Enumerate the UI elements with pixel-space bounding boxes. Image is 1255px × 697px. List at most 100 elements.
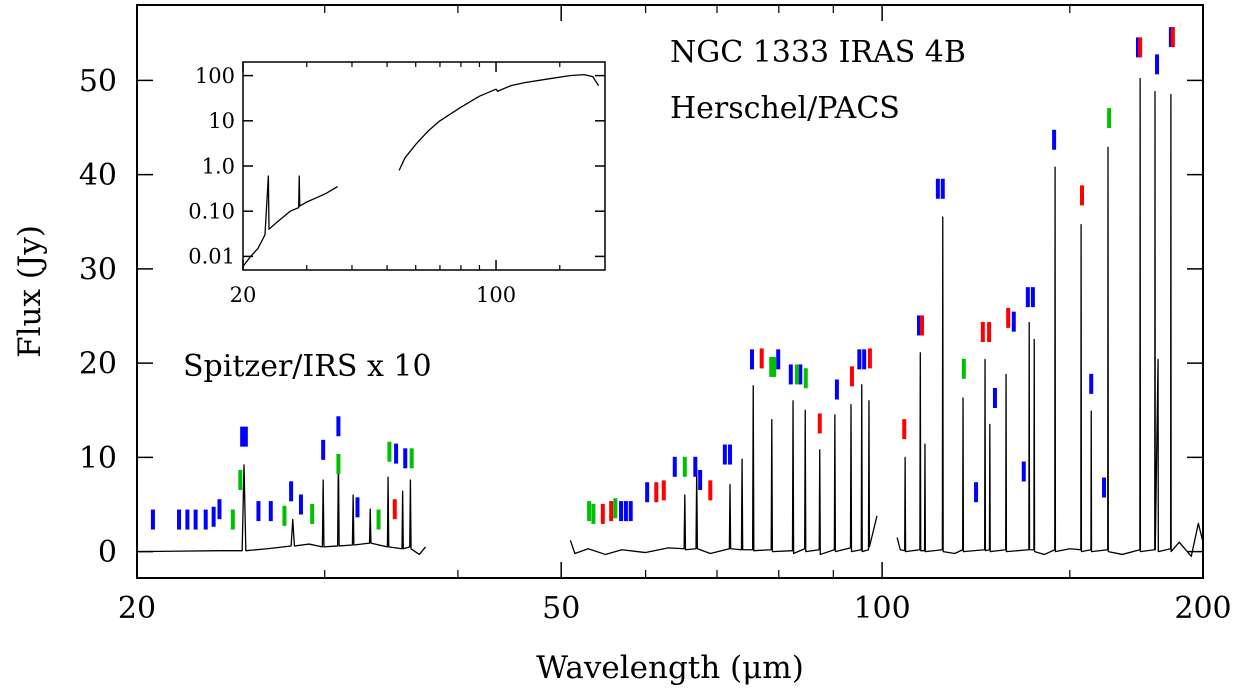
line-id-marker: [193, 509, 198, 530]
line-id-marker: [1079, 185, 1084, 206]
line-id-marker: [788, 364, 793, 385]
y-tick-label: 30: [79, 252, 117, 287]
line-id-marker: [769, 356, 774, 377]
line-id-marker: [1138, 37, 1143, 58]
line-id-marker: [759, 348, 764, 369]
line-id-marker: [310, 503, 315, 524]
line-id-marker: [177, 509, 182, 530]
line-id-marker: [150, 509, 155, 530]
line-id-marker: [243, 426, 248, 447]
y-tick-label: 50: [79, 64, 117, 99]
line-id-marker: [849, 366, 854, 387]
line-id-marker: [355, 497, 360, 518]
line-id-marker: [776, 349, 781, 370]
line-id-marker: [693, 456, 698, 477]
x-tick-label: 50: [542, 591, 580, 626]
line-id-marker: [298, 494, 303, 515]
line-id-marker: [698, 469, 703, 490]
line-id-marker: [394, 443, 399, 464]
line-id-marker: [217, 499, 222, 520]
line-id-marker: [203, 509, 208, 530]
line-id-marker: [587, 501, 592, 522]
line-id-marker: [974, 482, 979, 503]
x-tick-label: 100: [853, 591, 910, 626]
line-id-marker: [185, 509, 190, 530]
line-id-marker: [867, 348, 872, 369]
line-id-marker: [1107, 108, 1112, 129]
line-id-marker: [628, 501, 633, 522]
line-id-marker: [917, 315, 922, 336]
line-id-marker: [992, 387, 997, 408]
line-id-marker: [336, 416, 341, 437]
line-id-marker: [289, 481, 294, 502]
y-tick-label: 100: [195, 64, 235, 88]
x-axis-title: Wavelength (μm): [536, 650, 804, 686]
line-id-marker: [387, 441, 392, 462]
line-id-marker: [230, 509, 235, 530]
line-id-marker: [609, 501, 614, 522]
line-id-marker: [862, 349, 867, 370]
line-id-marker: [1135, 37, 1140, 58]
line-id-marker: [256, 501, 261, 522]
annotation: Spitzer/IRS x 10: [183, 349, 432, 384]
line-id-marker: [749, 349, 754, 370]
line-id-marker: [940, 178, 945, 199]
line-id-marker: [1025, 287, 1030, 308]
line-id-marker: [211, 506, 216, 527]
line-id-marker: [1102, 477, 1107, 498]
line-id-marker: [803, 368, 808, 389]
line-id-marker: [857, 349, 862, 370]
line-id-marker: [409, 448, 414, 469]
line-id-marker: [980, 322, 985, 343]
line-id-marker: [1052, 129, 1057, 150]
line-id-marker: [591, 503, 596, 524]
line-id-marker: [336, 453, 341, 474]
annotation: Herschel/PACS: [670, 91, 900, 126]
spectrum-line: [569, 384, 878, 556]
plot-frame: [242, 61, 606, 271]
spectrum-line: [896, 77, 1204, 557]
line-id-marker: [682, 456, 687, 477]
line-id-marker: [613, 498, 618, 519]
y-tick-label: 0.10: [188, 200, 235, 224]
line-id-marker: [321, 439, 326, 460]
line-id-marker: [1089, 373, 1094, 394]
y-tick-label: 1.0: [202, 154, 235, 178]
y-tick-label: 40: [79, 158, 117, 193]
x-tick-label: 20: [118, 591, 156, 626]
y-tick-label: 0: [98, 535, 117, 570]
spectrum-line: [242, 175, 338, 267]
line-id-marker: [772, 356, 777, 377]
line-id-marker: [919, 315, 924, 336]
line-id-marker: [661, 480, 666, 501]
line-id-marker: [623, 501, 628, 522]
line-id-marker: [987, 322, 992, 343]
y-axis-title: Flux (Jy): [12, 225, 48, 358]
y-tick-label: 10: [79, 441, 117, 476]
line-id-marker: [654, 482, 659, 503]
line-id-marker: [403, 448, 408, 469]
line-id-marker: [722, 444, 727, 465]
line-id-marker: [902, 419, 907, 440]
line-id-marker: [935, 178, 940, 199]
line-id-marker: [600, 503, 605, 524]
line-id-marker: [1006, 307, 1011, 328]
line-id-marker: [794, 364, 799, 385]
x-tick-label: 100: [476, 283, 516, 307]
line-id-marker: [1030, 287, 1035, 308]
line-id-marker: [238, 469, 243, 490]
line-id-marker: [268, 501, 273, 522]
line-id-marker: [798, 364, 803, 385]
spectrum-line: [136, 453, 427, 556]
line-id-marker: [645, 482, 650, 503]
x-tick-label: 200: [1174, 591, 1231, 626]
line-id-marker: [1155, 54, 1160, 75]
line-id-marker: [961, 358, 966, 379]
y-tick-label: 0.01: [188, 245, 235, 269]
line-id-marker: [1011, 311, 1016, 332]
x-tick-label: 20: [230, 283, 257, 307]
line-id-marker: [672, 456, 677, 477]
line-id-marker: [282, 505, 287, 526]
